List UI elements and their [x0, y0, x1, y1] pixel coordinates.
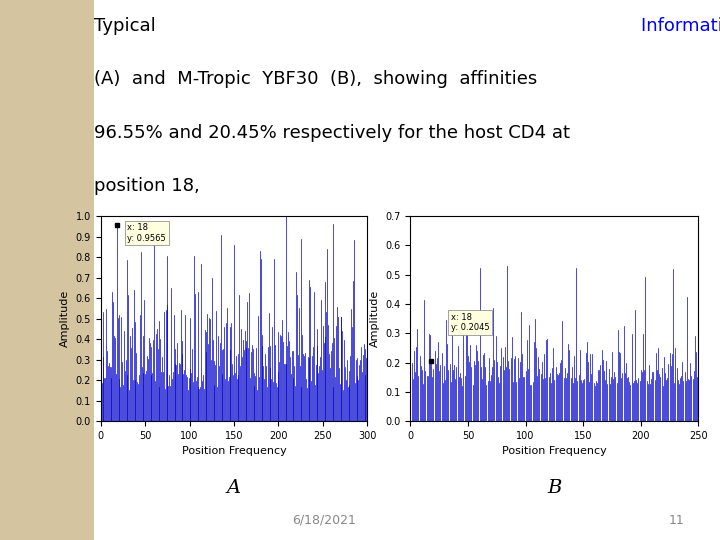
- Text: 6/18/2021: 6/18/2021: [292, 514, 356, 527]
- X-axis label: Position Frequency: Position Frequency: [181, 447, 287, 456]
- Y-axis label: Amplitude: Amplitude: [370, 290, 379, 347]
- Text: (A)  and  M-Tropic  YBF30  (B),  showing  affinities: (A) and M-Tropic YBF30 (B), showing affi…: [94, 70, 537, 89]
- Text: 96.55% and 20.45% respectively for the host CD4 at: 96.55% and 20.45% respectively for the h…: [94, 124, 570, 141]
- Text: position 18,: position 18,: [94, 177, 199, 195]
- Text: A: A: [227, 478, 241, 497]
- Text: Typical: Typical: [94, 17, 161, 35]
- X-axis label: Position Frequency: Position Frequency: [502, 447, 607, 456]
- Text: B: B: [547, 478, 562, 497]
- Text: x: 18
y: 0.9565: x: 18 y: 0.9565: [127, 223, 166, 242]
- Text: x: 18
y: 0.2045: x: 18 y: 0.2045: [451, 313, 490, 332]
- Text: 11: 11: [668, 514, 684, 527]
- Y-axis label: Amplitude: Amplitude: [60, 290, 70, 347]
- Text: Informational Spectra: Informational Spectra: [641, 17, 720, 35]
